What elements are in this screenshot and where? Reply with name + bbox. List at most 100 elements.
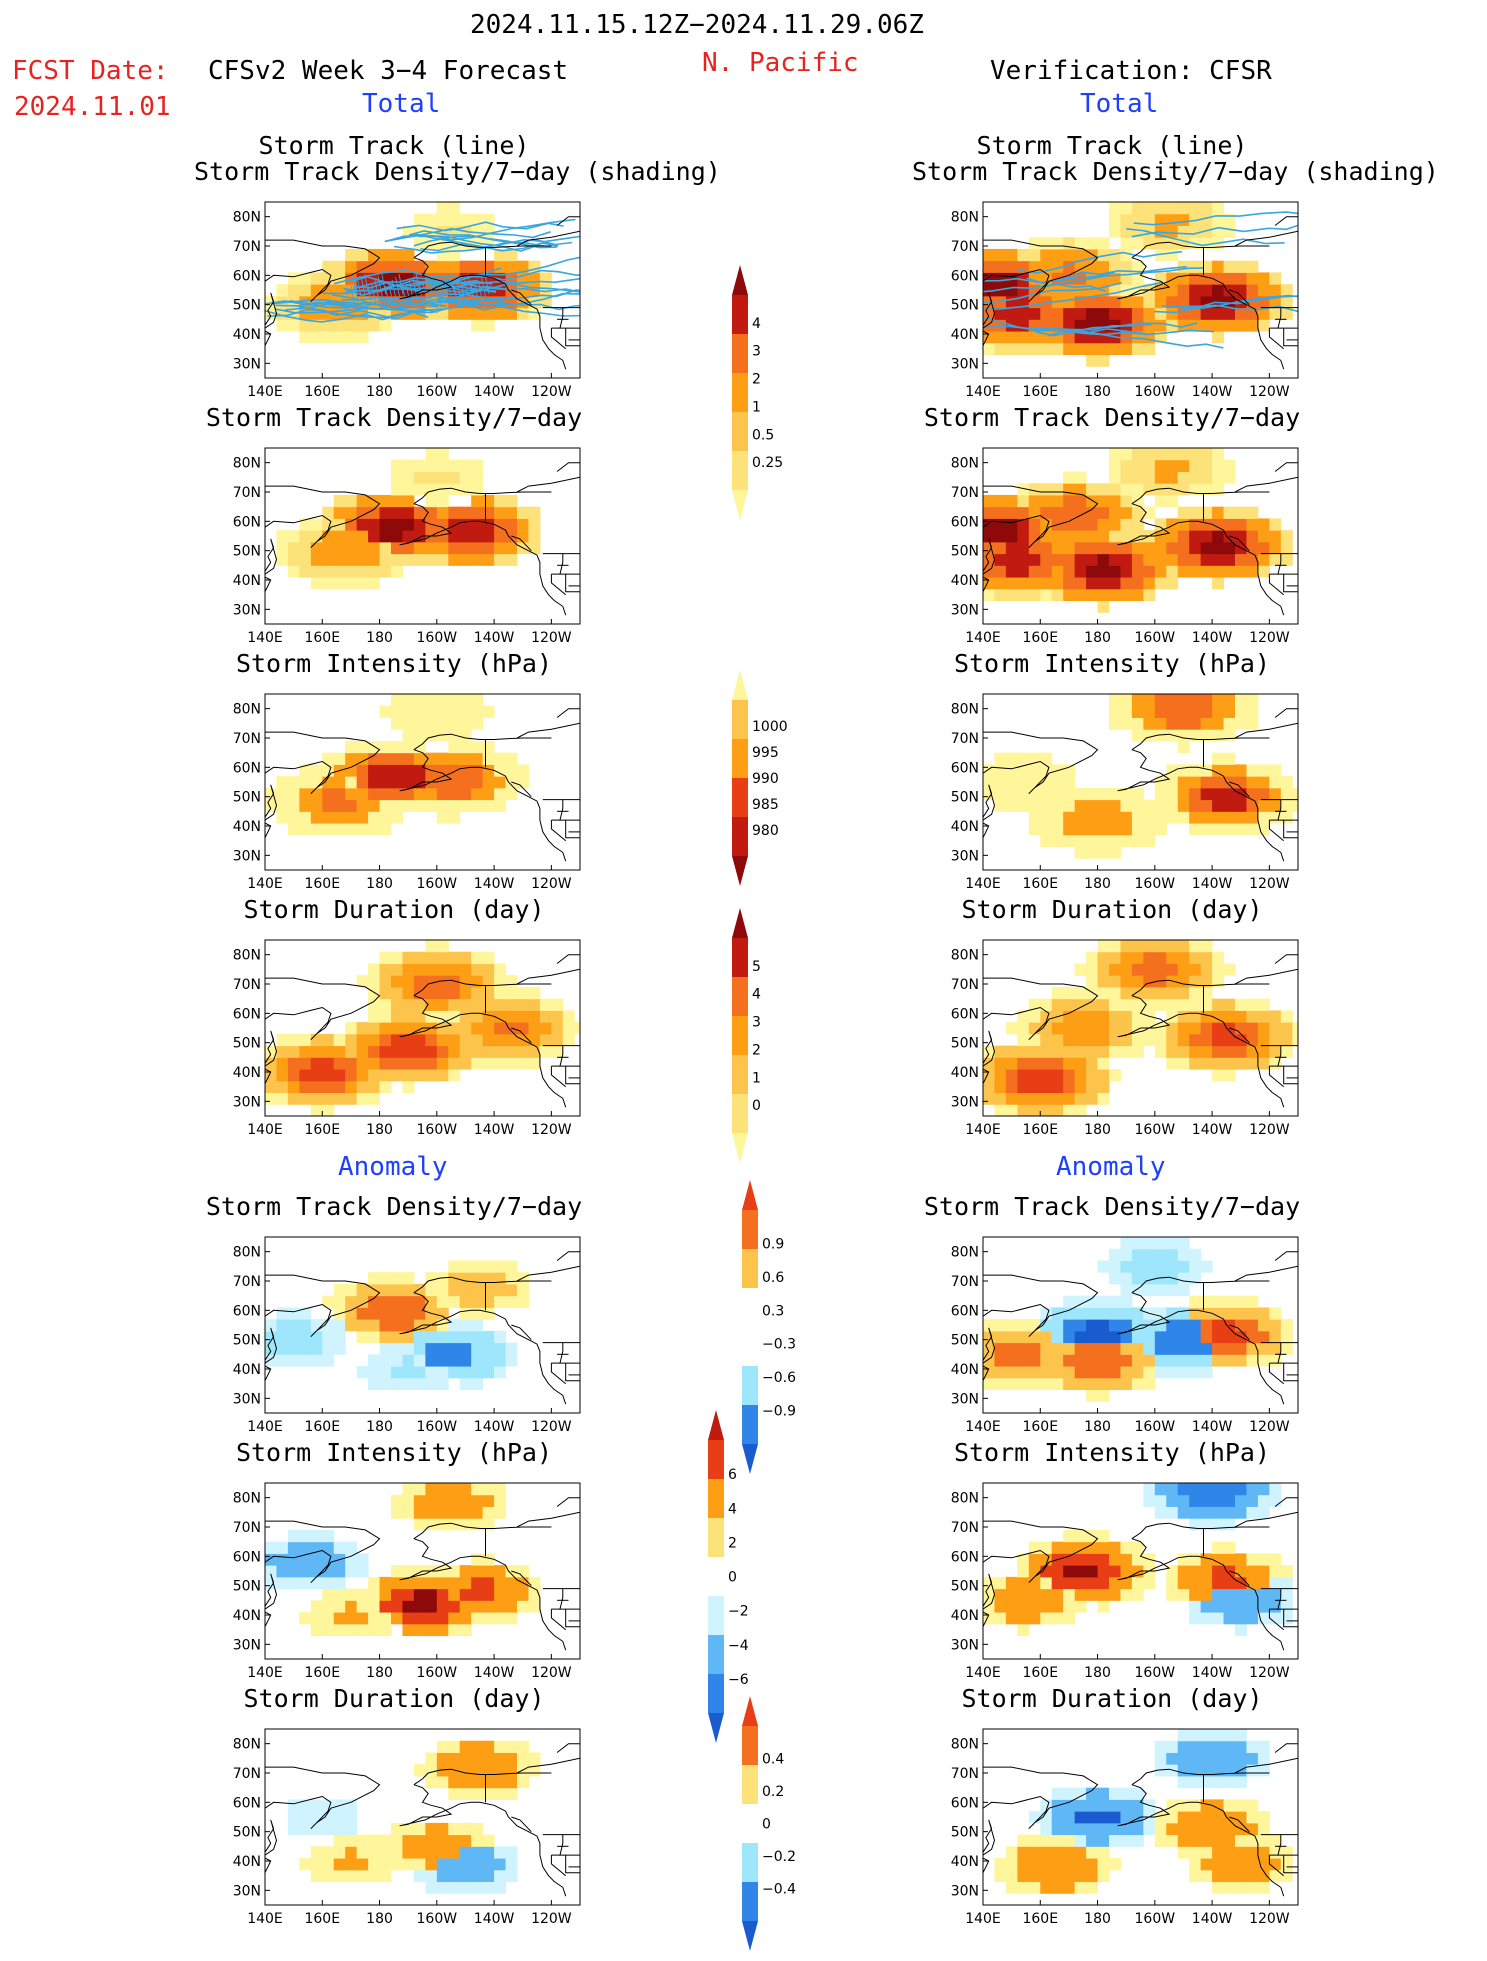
heatmap-cell xyxy=(1131,260,1144,273)
heatmap-cell xyxy=(368,1576,381,1590)
heatmap-cell xyxy=(505,1764,518,1777)
coastline xyxy=(1274,1743,1298,1753)
heatmap-cell xyxy=(310,1057,323,1070)
coastline xyxy=(1283,574,1298,593)
coastline xyxy=(559,307,580,329)
coastline xyxy=(265,239,381,303)
heatmap-cell xyxy=(1166,1248,1179,1261)
heatmap-cell xyxy=(517,506,529,519)
heatmap-cell xyxy=(345,1846,358,1859)
heatmap-cell xyxy=(379,518,392,531)
storm-track-line xyxy=(456,282,462,304)
heatmap-cell xyxy=(1212,1729,1225,1742)
heatmap-cell xyxy=(299,1811,312,1824)
heatmap-cell xyxy=(1143,331,1156,344)
heatmap-cell xyxy=(413,787,426,801)
heatmap-cell xyxy=(310,799,323,812)
heatmap-cell xyxy=(1131,823,1144,836)
heatmap-cell xyxy=(391,764,403,777)
heatmap-cell xyxy=(1131,811,1144,824)
heatmap-cell xyxy=(1063,494,1076,508)
heatmap-cell xyxy=(345,1045,358,1058)
heatmap-cell xyxy=(1086,1045,1099,1058)
heatmap-cell xyxy=(1120,1330,1133,1344)
heatmap-cell xyxy=(1040,1342,1053,1355)
heatmap-cell xyxy=(1131,705,1144,718)
heatmap-cell xyxy=(356,764,369,777)
heatmap-cell xyxy=(391,1494,403,1507)
heatmap-cell xyxy=(368,740,381,754)
heatmap-cell xyxy=(1120,823,1133,836)
lat-tick-label: 30N xyxy=(233,602,261,618)
heatmap-cell xyxy=(1063,1787,1076,1800)
heatmap-cell xyxy=(1143,506,1156,519)
heatmap-cell xyxy=(1040,1069,1053,1082)
left-anomaly-label: Anomaly xyxy=(338,1152,448,1182)
heatmap-cell xyxy=(356,506,369,519)
heatmap-cell xyxy=(436,506,449,519)
fcst-date-label: FCST Date: xyxy=(12,56,169,86)
heatmap-cell xyxy=(1223,225,1236,238)
heatmap-cell xyxy=(1143,1377,1156,1391)
heatmap-cell xyxy=(1097,483,1110,496)
heatmap-cell xyxy=(494,1272,507,1285)
lat-tick-label: 50N xyxy=(233,1579,261,1595)
heatmap-cell xyxy=(505,1600,518,1613)
heatmap-cell xyxy=(1131,1377,1144,1391)
heatmap-cell xyxy=(1051,787,1064,801)
heatmap-cell xyxy=(1166,530,1179,543)
heatmap-cell xyxy=(448,1834,461,1847)
heatmap-cell xyxy=(471,1330,484,1344)
heatmap-cell xyxy=(1017,494,1030,508)
heatmap-cell xyxy=(1109,1033,1121,1047)
heatmap-cell xyxy=(276,530,289,543)
heatmap-cell xyxy=(1074,342,1087,356)
heatmap-cell xyxy=(1109,213,1121,226)
heatmap-cell xyxy=(539,1045,552,1058)
heatmap-cell xyxy=(1051,1330,1064,1344)
heatmap-cell xyxy=(1200,1366,1213,1379)
heatmap-cell xyxy=(322,518,335,531)
heatmap-cell xyxy=(1120,811,1133,824)
heatmap-cell xyxy=(1154,459,1167,472)
heatmap-cell xyxy=(1177,553,1190,566)
heatmap-cell xyxy=(482,1600,495,1613)
heatmap-cell xyxy=(1017,577,1030,590)
lat-tick-label: 70N xyxy=(233,1274,261,1290)
heatmap-cell xyxy=(1166,1354,1179,1367)
map-frame xyxy=(264,693,581,871)
heatmap-cell xyxy=(391,459,403,472)
heatmap-cell xyxy=(379,1295,392,1308)
coastline xyxy=(1274,216,1298,226)
colorbar-arrow xyxy=(732,856,748,886)
heatmap-cell xyxy=(1109,1822,1121,1836)
heatmap-cell xyxy=(1235,307,1247,320)
heatmap-cell xyxy=(333,787,346,801)
lon-tick-label: 140E xyxy=(247,1122,283,1138)
heatmap-cell xyxy=(310,331,323,344)
heatmap-cell xyxy=(1257,518,1270,531)
heatmap-cell xyxy=(1189,1576,1202,1590)
heatmap-cell xyxy=(402,975,415,988)
heatmap-cell xyxy=(436,541,449,555)
heatmap-cell xyxy=(1154,776,1167,789)
colorbar-segment xyxy=(732,739,748,778)
heatmap-cell xyxy=(265,1319,277,1332)
coastline xyxy=(265,1030,278,1067)
heatmap-cell xyxy=(299,331,312,344)
coastline xyxy=(550,1066,567,1088)
heatmap-cell xyxy=(287,1565,300,1578)
heatmap-cell xyxy=(459,1869,472,1883)
heatmap-cell xyxy=(345,506,358,519)
coastline xyxy=(983,1819,996,1856)
heatmap-cell xyxy=(310,565,323,578)
lat-tick-label: 70N xyxy=(233,977,261,993)
heatmap-cell xyxy=(333,1033,346,1047)
map-frame xyxy=(264,939,581,1117)
heatmap-cell xyxy=(1257,1494,1270,1507)
heatmap-cell xyxy=(1017,541,1030,555)
colorbar-arrow xyxy=(742,1921,758,1951)
heatmap-cell xyxy=(1200,1600,1213,1613)
heatmap-cell xyxy=(1028,811,1041,824)
